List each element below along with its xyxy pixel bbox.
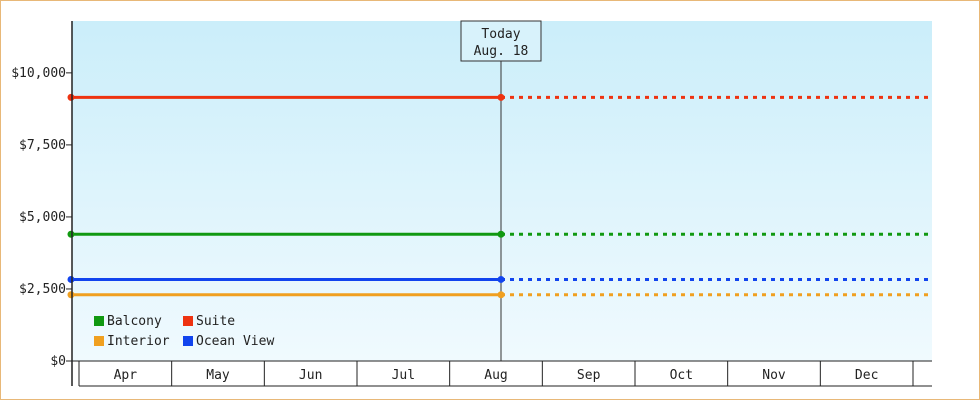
today-box (460, 20, 542, 62)
plot-area (72, 21, 932, 361)
x-tick-label: Dec (855, 368, 878, 383)
y-tick-label: $2,500 (19, 282, 66, 297)
series-point-today-2 (497, 291, 505, 299)
x-tick-label: Jun (299, 368, 322, 383)
y-tick-label: $7,500 (19, 138, 66, 153)
x-tick-label: Aug (484, 368, 507, 383)
legend-swatch (183, 316, 193, 326)
series-point-start-3 (67, 275, 75, 283)
y-tick-label: $5,000 (19, 210, 66, 225)
series-point-today-0 (497, 230, 505, 238)
legend-swatch (183, 336, 193, 346)
x-tick-label: Sep (577, 368, 601, 383)
x-tick-label: May (206, 368, 230, 383)
y-tick-label: $10,000 (11, 66, 66, 81)
legend-label: Balcony (107, 314, 162, 329)
x-tick-label: Nov (762, 368, 786, 383)
series-point-start-1 (67, 93, 75, 101)
legend-swatch (94, 316, 104, 326)
x-tick-label: Oct (670, 368, 693, 383)
legend-label: Interior (107, 334, 170, 349)
series-lines (67, 93, 932, 299)
y-tick-label: $0 (50, 354, 66, 369)
series-point-today-1 (497, 93, 505, 101)
series-point-start-0 (67, 230, 75, 238)
x-axis: Apr May Jun Jul Aug Sep Oct Nov Dec (78, 361, 932, 387)
series-point-today-3 (497, 275, 505, 283)
today-marker: Today Aug. 18 (460, 20, 542, 361)
today-date-label: Aug. 18 (474, 44, 529, 59)
y-axis: $0 $2,500 $5,000 $7,500 $10,000 (11, 66, 72, 369)
today-label: Today (481, 27, 520, 42)
x-tick-label: Apr (114, 368, 138, 383)
legend-label: Ocean View (196, 334, 274, 349)
legend: Balcony Suite Interior Ocean View (94, 314, 274, 349)
x-tick-label: Jul (392, 368, 415, 383)
legend-label: Suite (196, 314, 235, 329)
series-point-start-2 (67, 291, 75, 299)
legend-swatch (94, 336, 104, 346)
